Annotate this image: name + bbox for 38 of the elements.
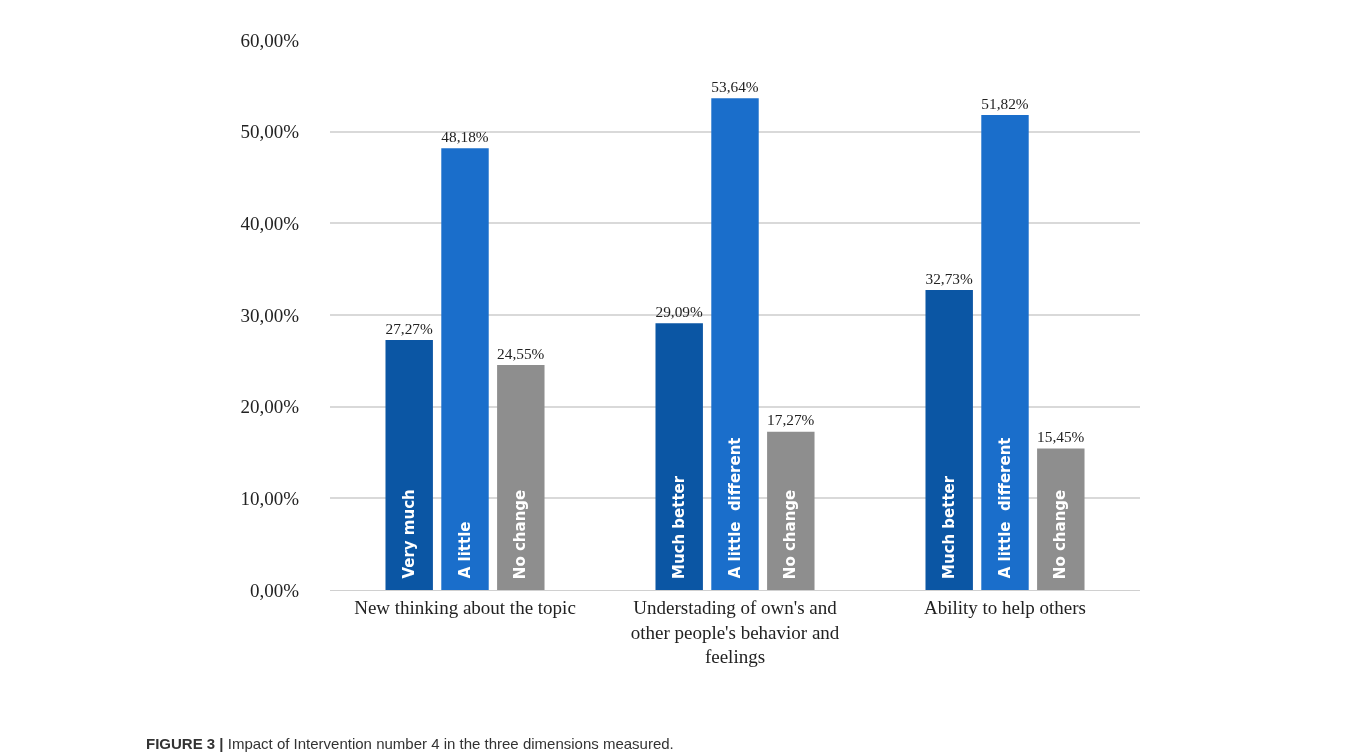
data-label: 24,55% <box>497 344 545 362</box>
y-tick-label: 60,00% <box>240 29 300 51</box>
data-label: 17,27% <box>767 411 815 429</box>
y-tick-label: 10,00% <box>240 487 300 509</box>
data-label: 48,18% <box>441 128 489 146</box>
y-tick-label: 20,00% <box>240 396 300 418</box>
annotation: A little <box>455 521 474 579</box>
annotation: Much better <box>670 475 689 580</box>
bar <box>767 431 815 590</box>
y-tick-label: 30,00% <box>240 304 300 326</box>
annotation: A little different <box>725 437 744 579</box>
annotation: Much better <box>940 475 959 580</box>
bar <box>925 289 973 590</box>
y-tick-label: 40,00% <box>240 212 300 234</box>
data-label: 29,09% <box>655 303 703 321</box>
bar <box>441 148 489 590</box>
data-label: 53,64% <box>711 78 759 96</box>
data-label: 27,27% <box>385 319 433 337</box>
annotation: No change <box>1051 489 1070 580</box>
annotation: Very much <box>399 489 418 579</box>
bar <box>497 364 545 590</box>
caption: FIGURE 3 | Impact of Intervention number 4 in the three dimensions measured. <box>146 735 674 752</box>
x-tick-label: New thinking about the topic <box>354 596 576 618</box>
x-tick-label: Understading of own's and other people's behavior and feelings <box>630 596 840 668</box>
data-label: 51,82% <box>981 94 1029 112</box>
annotation: A little different <box>995 437 1014 579</box>
data-label: 15,45% <box>1037 428 1085 446</box>
y-tick-label: 50,00% <box>240 121 300 143</box>
x-tick-label: Ability to help others <box>923 596 1087 618</box>
bar <box>711 98 759 590</box>
annotation: No change <box>781 489 800 580</box>
annotation: No change <box>511 489 530 580</box>
bar <box>385 340 433 590</box>
y-tick-label: 0,00% <box>249 579 300 601</box>
data-label: 32,73% <box>925 269 973 287</box>
bar <box>1037 448 1085 590</box>
bar <box>981 114 1029 590</box>
bar <box>655 323 703 590</box>
